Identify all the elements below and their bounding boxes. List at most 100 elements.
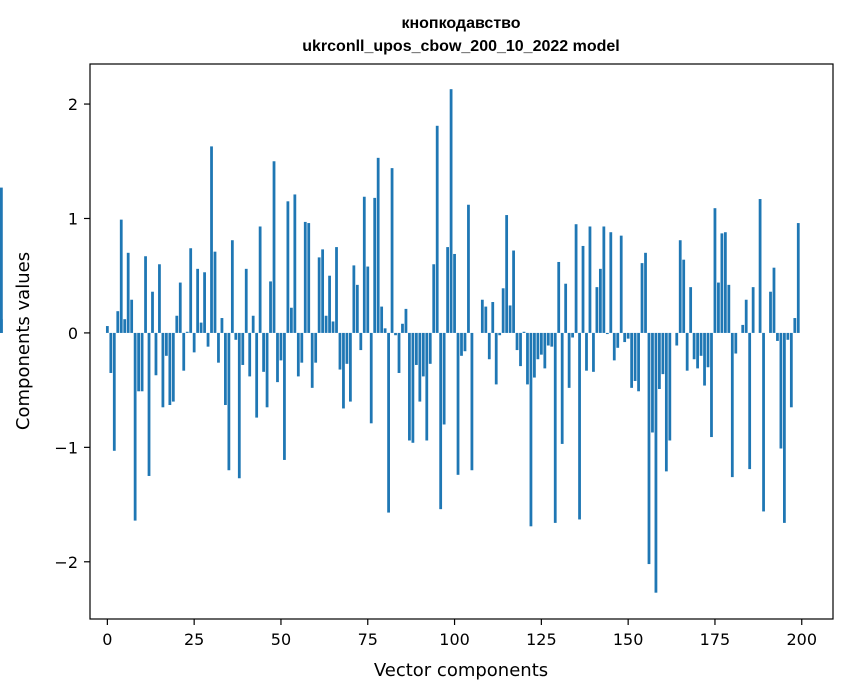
bar-184 [744, 299, 748, 333]
bar-156 [647, 332, 651, 565]
bar-68 [342, 332, 345, 409]
bar-131 [560, 332, 564, 444]
bar-56 [300, 332, 304, 363]
bar-102 [460, 332, 463, 356]
bar-2 [112, 332, 116, 451]
bar-61 [317, 257, 321, 333]
bar-6 [126, 252, 130, 333]
chart-title-line-1: кнопкодавство [401, 15, 520, 32]
bar-74 [362, 196, 366, 333]
bar-45 [262, 332, 265, 372]
bar-181 [734, 332, 738, 354]
bar-120 [522, 331, 526, 333]
x-tick-label: 50 [271, 630, 291, 649]
bar-145 [609, 232, 613, 333]
bar-123 [533, 332, 536, 378]
x-tick-label: 100 [439, 630, 470, 649]
bar-188 [758, 199, 762, 333]
bar-58 [307, 223, 311, 333]
bar-42 [251, 315, 255, 333]
bar-28 [203, 272, 206, 333]
bar-48 [272, 161, 276, 333]
bar-54 [293, 194, 297, 333]
bar-146 [612, 332, 616, 361]
bar-173 [706, 332, 710, 368]
bar-96 [439, 332, 443, 510]
bar-193 [776, 332, 779, 341]
bar-78 [376, 157, 380, 333]
bar-29 [206, 332, 210, 347]
bar-124 [536, 332, 540, 360]
bar-89 [414, 332, 418, 365]
bar-161 [664, 332, 668, 472]
y-tick-label: 1 [68, 209, 78, 228]
bar-92 [425, 332, 429, 441]
bar-32 [217, 332, 220, 363]
y-axis-label: Components values [13, 252, 34, 430]
bar-46 [265, 332, 269, 408]
x-tick-label: 75 [358, 630, 378, 649]
bar-79 [380, 306, 384, 333]
bar-98 [446, 247, 449, 333]
bar-39 [241, 332, 245, 365]
bar-150 [626, 332, 630, 339]
bar-36 [230, 240, 234, 333]
bar-153 [637, 332, 640, 392]
bar-129 [553, 332, 557, 523]
bar-189 [762, 332, 765, 512]
bar-63 [324, 315, 328, 333]
bar-157 [651, 332, 654, 433]
bar-43 [255, 332, 259, 418]
bar-154 [640, 263, 644, 333]
x-tick-label: 150 [613, 630, 644, 649]
bar-167 [685, 332, 689, 371]
bar-0 [105, 326, 109, 333]
chart-title-line-2: ukrconll_upos_cbow_200_10_2022 model [302, 38, 619, 55]
bar-147 [616, 332, 620, 348]
x-tick-label: 125 [526, 630, 557, 649]
bar-174 [710, 332, 713, 438]
bar-135 [574, 224, 578, 333]
bar-149 [623, 332, 627, 343]
bar-179 [727, 284, 731, 333]
x-axis-ticks: 0 25 50 75 100 125 150 175 200 [102, 619, 817, 649]
bar-25 [192, 332, 196, 353]
bar-series [0, 89, 800, 593]
bar-165 [678, 240, 682, 333]
bar-164 [675, 332, 679, 346]
plot-frame [89, 63, 834, 620]
bar-110 [487, 332, 491, 360]
bar-66 [335, 247, 338, 333]
bar-159 [658, 332, 661, 389]
bar-143 [602, 226, 606, 333]
bar-198 [793, 318, 797, 333]
bar-88 [411, 332, 415, 443]
bar-53 [289, 307, 293, 333]
bar-101 [456, 332, 460, 475]
bar-8 [133, 332, 137, 521]
x-tick-label: 0 [102, 630, 112, 649]
bar-162 [668, 332, 672, 441]
bar-75 [366, 266, 370, 333]
y-axis-ticks: −2 −1 0 1 2 [54, 95, 90, 572]
bar-191 [769, 291, 772, 333]
bar-83 [394, 332, 397, 336]
bar-171 [699, 332, 703, 356]
bar-127 [546, 332, 550, 346]
bar-59 [310, 332, 314, 388]
bar-47 [269, 281, 272, 333]
bar-160 [661, 332, 665, 375]
bar-151 [630, 332, 634, 388]
bar-168 [689, 287, 693, 333]
bar-11 [144, 256, 147, 333]
bar-180 [730, 332, 734, 478]
bar-67 [338, 332, 342, 370]
bar-139 [588, 226, 592, 333]
bar-109 [484, 306, 488, 333]
bar-73 [359, 332, 363, 351]
bar-90 [418, 332, 422, 402]
y-tick-label: −2 [54, 553, 78, 572]
bar-94 [432, 264, 436, 333]
bar-20 [175, 315, 179, 333]
x-tick-label: 25 [184, 630, 204, 649]
